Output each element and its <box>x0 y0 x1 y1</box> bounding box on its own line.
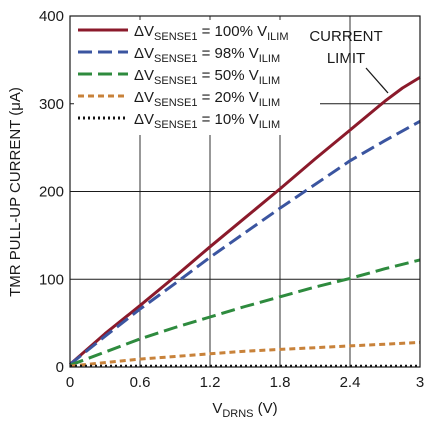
legend-label-4: ΔVSENSE1 = 20% VILIM <box>134 89 280 109</box>
series-line-2 <box>69 119 421 366</box>
y-tick-label: 200 <box>39 184 64 201</box>
annotation-line2: LIMIT <box>327 50 365 67</box>
x-tick-label: 3 <box>416 374 424 391</box>
y-tick-label: 0 <box>56 359 64 376</box>
x-tick-label: 2.4 <box>340 374 361 391</box>
x-tick-label: 1.8 <box>270 374 291 391</box>
series-line-1 <box>69 76 421 366</box>
y-tick-label: 400 <box>39 8 64 25</box>
tick-labels: 0 0.6 1.2 1.8 2.4 3 0 100 200 300 400 <box>39 8 424 391</box>
series-layer <box>69 76 421 368</box>
legend-label-5: ΔVSENSE1 = 10% VILIM <box>134 111 280 131</box>
legend-label-1: ΔVSENSE1 = 100% VILIM <box>134 23 289 43</box>
legend-label-2: ΔVSENSE1 = 98% VILIM <box>134 45 280 65</box>
annotation-line1: CURRENT <box>309 28 382 45</box>
x-tick-label: 0 <box>66 374 74 391</box>
y-tick-label: 300 <box>39 96 64 113</box>
legend-label-3: ΔVSENSE1 = 50% VILIM <box>134 67 280 87</box>
series-line-4 <box>69 340 421 368</box>
x-tick-label: 1.2 <box>200 374 221 391</box>
x-axis-title: VDRNS (V) <box>212 400 277 420</box>
y-axis-title: TMR PULL-UP CURRENT (μA) <box>7 87 24 297</box>
legend-background <box>74 20 320 135</box>
plot-frame <box>69 15 421 368</box>
x-tick-label: 0.6 <box>130 374 151 391</box>
y-tick-label: 100 <box>39 271 64 288</box>
annotation-leader <box>365 67 389 94</box>
series-line-3 <box>69 258 421 367</box>
